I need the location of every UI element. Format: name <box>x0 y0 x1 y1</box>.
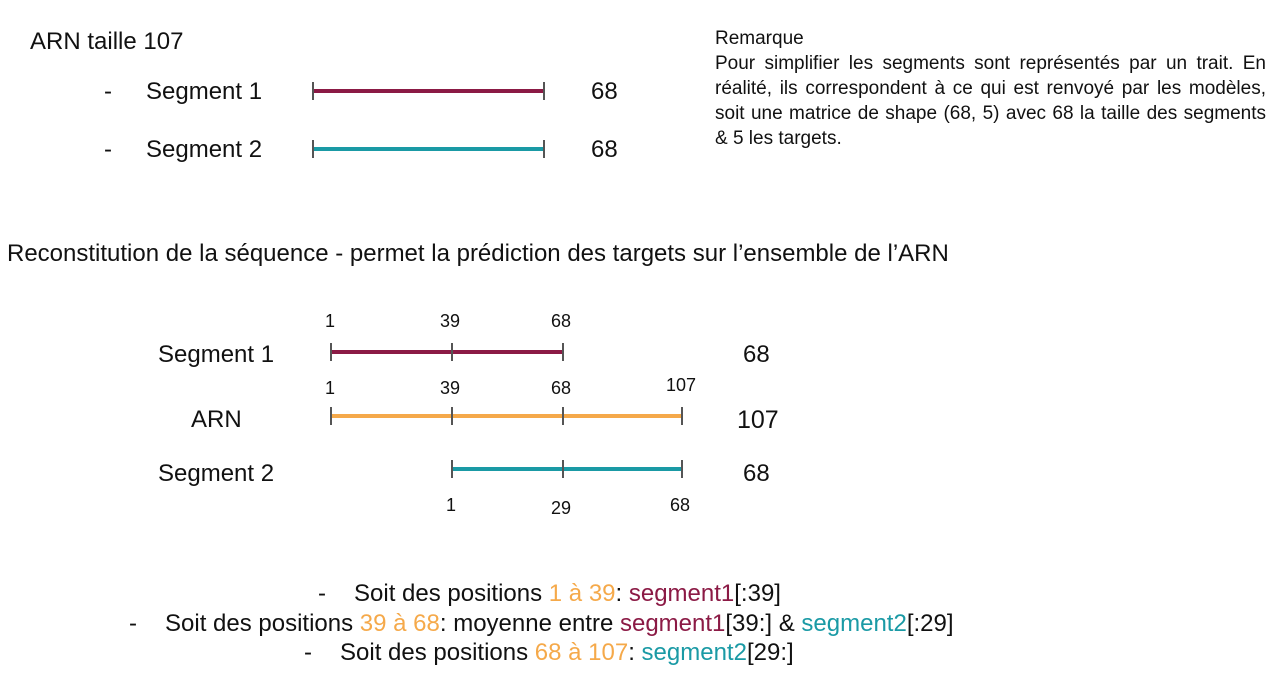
top-segment2-line <box>313 147 545 151</box>
bullet-segment1-ref: segment1 <box>619 610 726 637</box>
bullet-range: 1 à 39 <box>548 580 616 607</box>
diagram-segment2-length: 68 <box>743 460 770 487</box>
top-segment1-tick-end <box>543 82 545 100</box>
top-segment2-length: 68 <box>591 136 618 163</box>
top-segment1-tick-start <box>312 82 314 100</box>
segment2-tick-label-68: 68 <box>670 495 691 515</box>
dash-segment1: - <box>104 78 112 105</box>
arn-tick-label-107: 107 <box>666 375 697 395</box>
bullet-sep: : moyenne entre <box>439 610 620 637</box>
arn-tick-label-68: 68 <box>551 378 572 398</box>
remark-title: Remarque <box>715 28 804 49</box>
top-segment2-label: Segment 2 <box>146 136 263 163</box>
top-segment1-line <box>313 89 545 93</box>
remark-body: Pour simplifier les segments sont représ… <box>715 53 1266 149</box>
diagram-segment1-label: Segment 1 <box>158 341 275 368</box>
diagram-arn-length: 107 <box>737 406 779 434</box>
bullet-range: 68 à 107 <box>534 639 629 666</box>
segment2-tick-label-1: 1 <box>446 495 457 515</box>
diagram-arn-label: ARN <box>191 406 242 433</box>
arn-tick-39 <box>451 407 453 425</box>
section-title: Reconstitution de la séquence - permet l… <box>7 240 949 267</box>
diagram-segment2-label: Segment 2 <box>158 460 275 487</box>
bullet-dash: - <box>304 639 312 666</box>
bullet-slice: [39:] & <box>725 610 802 637</box>
bullet-sep: : <box>628 639 642 666</box>
segment2-tick-29 <box>562 460 564 478</box>
segment1-tick-label-68: 68 <box>551 311 572 331</box>
top-segment1-length: 68 <box>591 78 618 105</box>
segment1-tick-label-39: 39 <box>440 311 461 331</box>
remark-note: Remarque Pour simplifier les segments so… <box>715 26 1266 151</box>
arn-size-title: ARN taille 107 <box>30 28 184 55</box>
bullet-positions-1-39: - Soit des positions 1 à 39: segment1[:39… <box>318 580 781 608</box>
bullet-segment2-ref: segment2 <box>801 610 907 637</box>
diagram-segment2-line <box>452 467 683 471</box>
segment1-tick-68 <box>562 343 564 361</box>
top-segment2-tick-start <box>312 140 314 158</box>
arn-tick-1 <box>330 407 332 425</box>
bullet-slice: [:39] <box>734 580 781 607</box>
dash-segment2: - <box>104 136 112 163</box>
top-segment1-label: Segment 1 <box>146 78 263 105</box>
bullet-segment2-ref: segment2 <box>641 639 747 666</box>
bullet-segment1-ref: segment1 <box>628 580 735 607</box>
arn-tick-68 <box>562 407 564 425</box>
diagram-segment1-line <box>331 350 563 354</box>
bullet-dash: - <box>318 580 326 607</box>
bullet-slice: [29:] <box>746 639 794 666</box>
bullet-sep: : <box>615 580 629 607</box>
bullet-prefix: Soit des positions <box>354 580 549 607</box>
segment1-tick-39 <box>451 343 453 361</box>
bullet-positions-39-68: - Soit des positions 39 à 68: moyenne ent… <box>129 610 954 638</box>
bullet-slice: [:29] <box>906 610 954 637</box>
diagram-segment1-length: 68 <box>743 341 770 368</box>
bullet-prefix: Soit des positions <box>340 639 535 666</box>
segment1-tick-1 <box>330 343 332 361</box>
segment2-tick-68 <box>681 460 683 478</box>
arn-tick-107 <box>681 407 683 425</box>
diagram-arn-line <box>331 414 683 418</box>
bullet-positions-68-107: - Soit des positions 68 à 107: segment2[2… <box>304 639 794 667</box>
segment2-tick-1 <box>451 460 453 478</box>
arn-tick-label-39: 39 <box>440 378 461 398</box>
bullet-prefix: Soit des positions <box>165 610 360 637</box>
arn-tick-label-1: 1 <box>325 378 336 398</box>
bullet-dash: - <box>129 610 137 637</box>
segment1-tick-label-1: 1 <box>325 311 336 331</box>
top-segment2-tick-end <box>543 140 545 158</box>
segment2-tick-label-29: 29 <box>551 498 572 518</box>
bullet-range: 39 à 68 <box>359 610 440 637</box>
